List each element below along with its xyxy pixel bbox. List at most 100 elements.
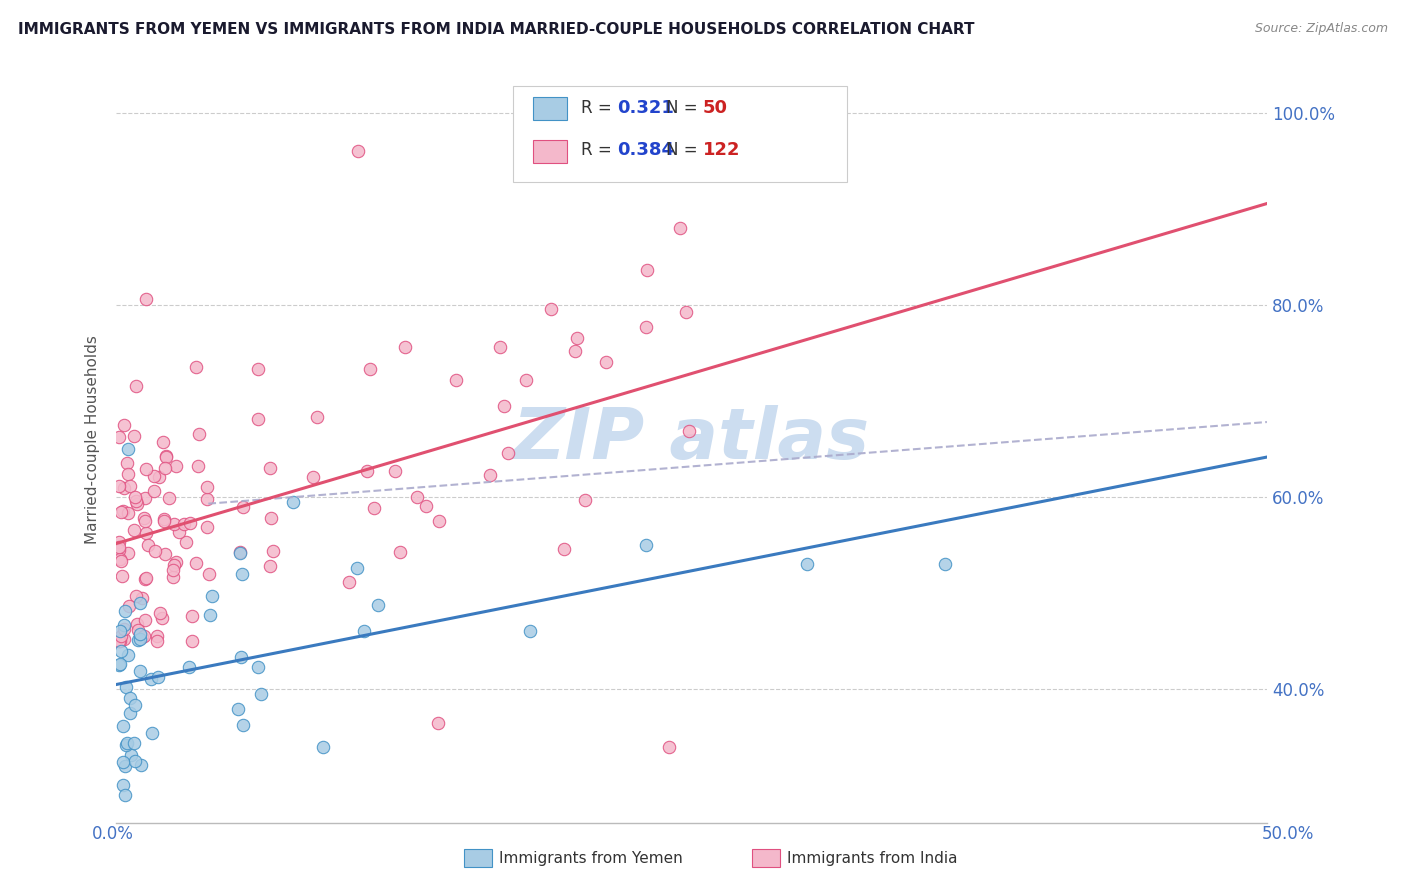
Point bbox=[143, 483, 166, 498]
Point bbox=[107, 542, 129, 557]
Point bbox=[186, 556, 208, 570]
Point bbox=[110, 644, 132, 658]
Point bbox=[337, 575, 360, 590]
Point bbox=[129, 664, 152, 678]
Point bbox=[155, 449, 177, 463]
Point bbox=[117, 506, 139, 520]
Point bbox=[128, 596, 150, 610]
Point bbox=[112, 622, 135, 636]
Point bbox=[184, 360, 207, 375]
Point bbox=[260, 510, 283, 524]
Point bbox=[135, 462, 157, 476]
Point bbox=[120, 748, 142, 763]
Point bbox=[479, 468, 502, 483]
Point bbox=[157, 491, 180, 505]
Point bbox=[122, 429, 145, 443]
Point bbox=[247, 660, 270, 674]
Point bbox=[127, 624, 149, 638]
Point bbox=[110, 551, 132, 566]
Point bbox=[226, 702, 249, 716]
Point bbox=[114, 680, 136, 694]
Point bbox=[148, 470, 170, 484]
Point bbox=[114, 603, 136, 617]
Text: 0.0%: 0.0% bbox=[91, 825, 134, 843]
Point bbox=[125, 617, 148, 632]
Point bbox=[152, 434, 174, 449]
Point bbox=[228, 545, 250, 559]
Point bbox=[188, 427, 211, 442]
Point bbox=[246, 412, 269, 426]
Text: R =: R = bbox=[581, 99, 617, 117]
Point bbox=[150, 611, 173, 625]
Point bbox=[141, 726, 163, 740]
Point bbox=[124, 755, 146, 769]
Point bbox=[232, 717, 254, 731]
Point bbox=[169, 524, 191, 539]
Point bbox=[122, 736, 145, 750]
Point bbox=[195, 480, 218, 494]
Point bbox=[149, 606, 172, 620]
Point bbox=[135, 292, 157, 306]
Point bbox=[118, 599, 141, 614]
Point bbox=[359, 361, 381, 376]
Point bbox=[163, 558, 186, 572]
Point bbox=[519, 624, 541, 639]
Point bbox=[112, 482, 135, 496]
Point bbox=[112, 417, 135, 432]
Point bbox=[127, 633, 149, 648]
Point bbox=[163, 517, 186, 532]
Point bbox=[124, 589, 146, 603]
Point bbox=[444, 373, 467, 387]
Point bbox=[107, 535, 129, 549]
Point bbox=[180, 634, 202, 648]
Point bbox=[200, 607, 222, 622]
Point bbox=[125, 379, 148, 393]
Point bbox=[128, 627, 150, 641]
Point bbox=[678, 424, 700, 438]
Point bbox=[165, 555, 187, 569]
Point bbox=[162, 563, 184, 577]
Point bbox=[249, 687, 271, 701]
Point bbox=[107, 658, 129, 673]
Point bbox=[153, 515, 176, 529]
Point bbox=[195, 492, 218, 507]
Point bbox=[353, 624, 375, 638]
Point bbox=[198, 567, 221, 582]
Point bbox=[110, 505, 132, 519]
Point bbox=[634, 320, 657, 334]
Point bbox=[115, 736, 138, 750]
Text: N =: N = bbox=[666, 142, 703, 160]
Text: 50: 50 bbox=[703, 99, 728, 117]
Point bbox=[122, 523, 145, 537]
Point bbox=[134, 514, 156, 528]
Point bbox=[179, 516, 201, 531]
Point bbox=[346, 561, 368, 575]
Point bbox=[201, 589, 224, 603]
Point bbox=[153, 511, 176, 525]
Point bbox=[112, 618, 135, 632]
Point bbox=[127, 497, 149, 511]
Point bbox=[181, 609, 204, 624]
Point bbox=[136, 538, 159, 552]
Point bbox=[262, 544, 284, 558]
Point bbox=[574, 493, 596, 508]
Point bbox=[115, 738, 138, 752]
Point bbox=[934, 557, 956, 571]
Point bbox=[131, 591, 153, 605]
Point bbox=[363, 501, 385, 516]
Point bbox=[427, 514, 450, 528]
Point bbox=[231, 500, 253, 515]
Point bbox=[117, 546, 139, 560]
Point bbox=[155, 461, 177, 475]
Point bbox=[173, 517, 195, 532]
Point bbox=[110, 554, 132, 568]
Point bbox=[134, 572, 156, 586]
Point bbox=[135, 570, 157, 584]
Point bbox=[108, 634, 131, 648]
Point bbox=[108, 478, 131, 492]
Point bbox=[129, 758, 152, 772]
Point bbox=[494, 400, 516, 414]
Point bbox=[675, 305, 697, 319]
Point bbox=[312, 739, 335, 754]
Point bbox=[131, 630, 153, 644]
